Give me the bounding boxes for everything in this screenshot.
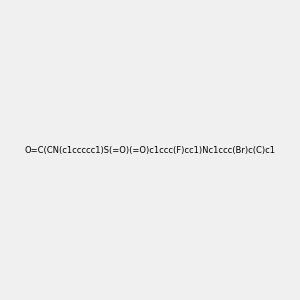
Text: O=C(CN(c1ccccc1)S(=O)(=O)c1ccc(F)cc1)Nc1ccc(Br)c(C)c1: O=C(CN(c1ccccc1)S(=O)(=O)c1ccc(F)cc1)Nc1… xyxy=(25,146,275,154)
